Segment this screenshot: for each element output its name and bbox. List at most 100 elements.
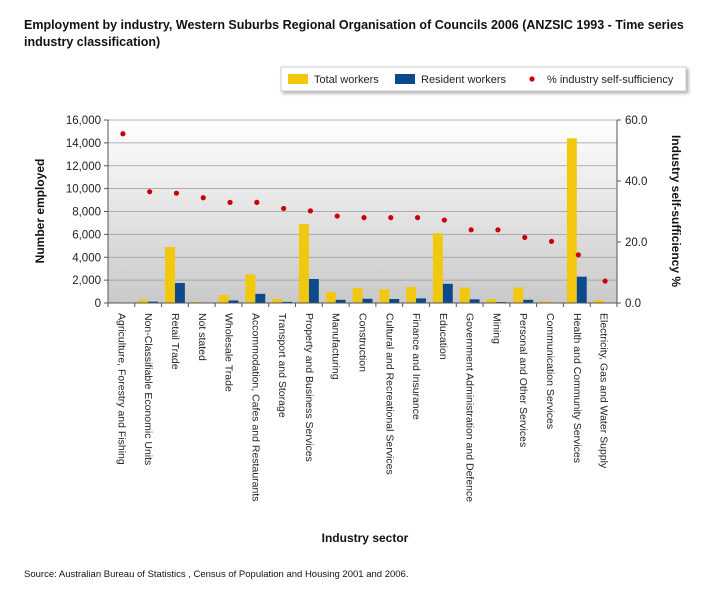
bar-total-workers (486, 298, 497, 303)
bar-resident-workers (523, 299, 534, 303)
bar-resident-workers (282, 301, 293, 303)
point-self-sufficiency (495, 227, 501, 233)
y-axis-title: Number employed (33, 159, 47, 264)
self-sufficiency-series (120, 131, 608, 284)
bar-resident-workers (576, 276, 587, 303)
bar-resident-workers (335, 299, 346, 303)
legend-label-total-workers: Total workers (314, 74, 379, 86)
point-self-sufficiency (575, 252, 581, 258)
bar-resident-workers (148, 301, 159, 303)
bar-total-workers (540, 301, 551, 303)
bar-resident-workers (255, 293, 266, 303)
bar-total-workers (352, 288, 363, 303)
x-tick-label: Not stated (196, 313, 208, 361)
point-self-sufficiency (254, 199, 260, 205)
legend-label-resident-workers: Resident workers (421, 74, 506, 86)
bar-total-workers (406, 286, 417, 303)
x-tick-label: Accommodation, Cafes and Restaurants (249, 313, 261, 502)
x-tick-label: Finance and Insurance (410, 313, 422, 420)
bar-total-workers (138, 299, 149, 303)
x-tick-label: Transport and Storage (276, 313, 288, 418)
x-tick-label: Property and Business Services (303, 313, 315, 462)
point-self-sufficiency (200, 195, 206, 201)
legend: Total workers Resident workers % industry … (280, 66, 687, 92)
x-axis-title: Industry sector (322, 531, 409, 545)
point-self-sufficiency (361, 215, 367, 221)
x-tick-label: Personal and Other Services (517, 313, 529, 447)
bar-total-workers (191, 301, 202, 303)
point-self-sufficiency (388, 215, 394, 221)
point-self-sufficiency (548, 238, 555, 244)
y-tick-label: 14,000 (66, 138, 101, 150)
point-self-sufficiency (307, 208, 314, 214)
bar-resident-workers (228, 300, 239, 303)
bar-resident-workers (416, 298, 426, 303)
y2-axis-title: Industry self-sufficiency % (669, 135, 683, 287)
y2-tick-label: 0.0 (625, 298, 641, 310)
bar-total-workers (513, 287, 524, 303)
bar-resident-workers (442, 283, 453, 303)
x-tick-label: Cultural and Recreational Services (383, 313, 395, 475)
axes (104, 119, 621, 307)
bar-resident-workers (174, 282, 185, 303)
y2-tick-label: 40.0 (625, 176, 647, 188)
bar-total-workers (459, 287, 470, 303)
legend-swatch-resident-workers (395, 74, 415, 84)
y-tick-label: 6,000 (72, 229, 101, 241)
y-tick-label: 4,000 (72, 252, 101, 264)
x-tick-label: Communication Services (544, 313, 556, 429)
y-tick-label: 2,000 (72, 275, 101, 287)
x-tick-label: Electricity, Gas and Water Supply (598, 313, 610, 469)
x-tick-label: Wholesale Trade (223, 313, 235, 392)
point-self-sufficiency (227, 199, 233, 205)
x-tick-label: Retail Trade (169, 313, 181, 370)
gridlines (108, 119, 617, 281)
bar-resident-workers (469, 299, 480, 303)
axis-labels: 0 2,000 4,000 6,000 8,000 10,000 12,000 14,000 1… (33, 115, 683, 545)
legend-swatch-total-workers (288, 74, 308, 84)
point-self-sufficiency (468, 227, 474, 233)
bar-total-workers (566, 138, 577, 303)
point-self-sufficiency (441, 217, 447, 223)
chart-title: Employment by industry, Western Suburbs … (24, 18, 684, 49)
point-self-sufficiency (522, 234, 528, 241)
y2-tick-label: 20.0 (625, 237, 647, 249)
x-tick-label: Non-Classifiable Economic Units (142, 313, 154, 465)
x-tick-label: Manufacturing (330, 313, 342, 380)
bar-total-workers (218, 294, 229, 303)
point-self-sufficiency (334, 213, 340, 219)
bar-total-workers (299, 224, 309, 303)
bar-resident-workers (389, 298, 400, 303)
point-self-sufficiency (147, 189, 153, 195)
bar-total-workers (593, 300, 604, 303)
x-tick-label: Mining (490, 313, 502, 344)
point-self-sufficiency (602, 278, 608, 284)
x-tick-label: Health and Community Services (571, 313, 583, 463)
bar-total-workers (245, 274, 256, 303)
y-tick-label: 0 (95, 298, 101, 310)
point-self-sufficiency (281, 205, 287, 212)
source-note: Source: Australian Bureau of Statistics … (24, 569, 409, 580)
bar-total-workers (379, 289, 390, 303)
y-tick-label: 16,000 (66, 115, 101, 127)
total-workers-series (111, 138, 604, 303)
bar-total-workers (272, 298, 283, 303)
point-self-sufficiency (414, 215, 421, 221)
legend-marker-self-sufficiency (529, 76, 535, 82)
point-self-sufficiency (173, 190, 180, 196)
bar-resident-workers (308, 278, 319, 303)
bar-total-workers (325, 292, 336, 303)
y2-tick-label: 60.0 (625, 115, 647, 127)
bar-total-workers (165, 246, 175, 303)
bar-resident-workers (362, 298, 373, 303)
x-tick-label: Construction (357, 313, 369, 372)
x-tick-label: Education (437, 313, 449, 360)
point-self-sufficiency (120, 131, 126, 137)
x-tick-label: Government Administration and Defence (464, 313, 476, 502)
legend-label-self-sufficiency: % industry self-sufficiency (547, 74, 674, 86)
bar-total-workers (432, 233, 443, 303)
y-tick-label: 12,000 (66, 161, 101, 173)
y-tick-label: 8,000 (72, 207, 101, 219)
legend-box (280, 66, 687, 92)
